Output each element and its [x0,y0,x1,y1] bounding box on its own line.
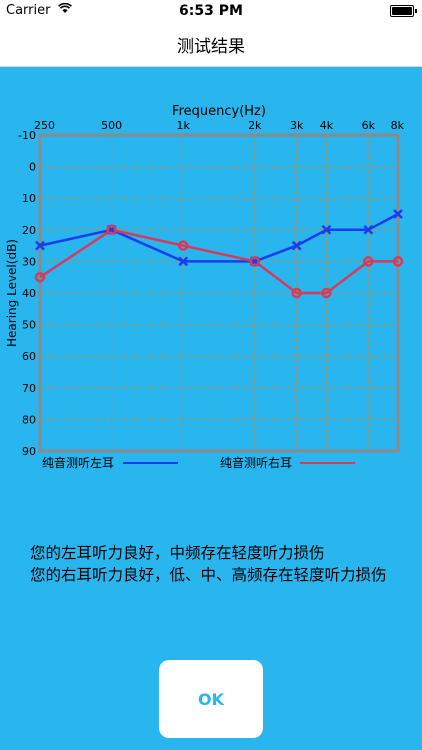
left-ear-point [363,224,374,235]
x-tick-label: 8k [391,119,405,132]
right-ear-point [291,287,302,299]
battery-icon [390,5,417,17]
y-tick-label: 30 [22,255,36,268]
left-ear-point [178,256,189,267]
result-summary: 您的左耳听力良好，中频存在轻度听力损伤 您的右耳听力良好，低、中、高频存在轻度听… [10,542,416,586]
left-ear-point [291,240,302,251]
wifi-icon [58,2,72,17]
audiogram-chart: -10 0 10 20 30 40 50 60 70 80 90 250 500 1k 2k 3k 4k 6k 8k… [5,104,405,470]
y-tick-label: 60 [22,350,36,363]
y-tick-label: 0 [29,161,36,174]
navigation-bar: 测试结果 [0,22,422,67]
legend-entry: 纯音测听右耳 [220,455,355,470]
right-ear-point [177,240,189,251]
content-area: -10 0 10 20 30 40 50 60 70 80 90 250 500 1k 2k 3k 4k 6k 8k… [0,67,422,750]
y-tick-label: 50 [22,319,36,332]
right-ear-point [392,256,404,267]
right-ear-point [363,256,374,267]
right-ear-point [249,256,261,267]
series-line-1 [39,212,399,263]
left-ear-summary: 您的左耳听力良好，中频存在轻度听力损伤 [30,544,325,562]
x-tick-label: 2k [248,119,262,132]
right-ear-point [106,224,117,236]
y-tick-label: 80 [22,413,36,426]
ok-button[interactable]: OK [159,660,263,738]
legend-entry: 纯音测听左耳 [42,455,178,470]
x-axis-title: Frequency(Hz) [172,104,266,119]
left-ear-point [393,209,403,219]
right-ear-point [321,287,332,299]
right-ear-summary: 您的右耳听力良好，低、中、高频存在轻度听力损伤 [30,566,387,584]
clock-time: 6:53 PM [179,3,243,19]
x-tick-label: 6k [362,119,376,132]
x-tick-label: 4k [320,119,334,132]
y-tick-label: 40 [22,287,36,300]
y-tick-label: 70 [22,382,36,395]
carrier-label: Carrier [6,3,51,18]
legend-label: 纯音测听左耳 [42,455,114,470]
left-ear-point [321,224,332,235]
x-tick-label: 1k [177,119,191,132]
left-ear-point [35,240,45,251]
legend-label: 纯音测听右耳 [220,455,292,470]
status-bar: Carrier 6:53 PM [0,0,422,22]
y-tick-label: 10 [22,192,36,205]
y-axis-title: Hearing Level(dB) [5,239,19,347]
y-tick-label: -10 [18,129,36,142]
y-tick-label: 20 [22,224,36,237]
x-tick-label: 3k [290,119,304,132]
right-ear-point [34,271,46,283]
page-title: 测试结果 [177,37,245,57]
x-tick-label: 500 [101,119,122,132]
x-tick-label: 250 [34,119,55,132]
y-tick-label: 90 [22,445,36,458]
series-line-2 [39,228,398,295]
